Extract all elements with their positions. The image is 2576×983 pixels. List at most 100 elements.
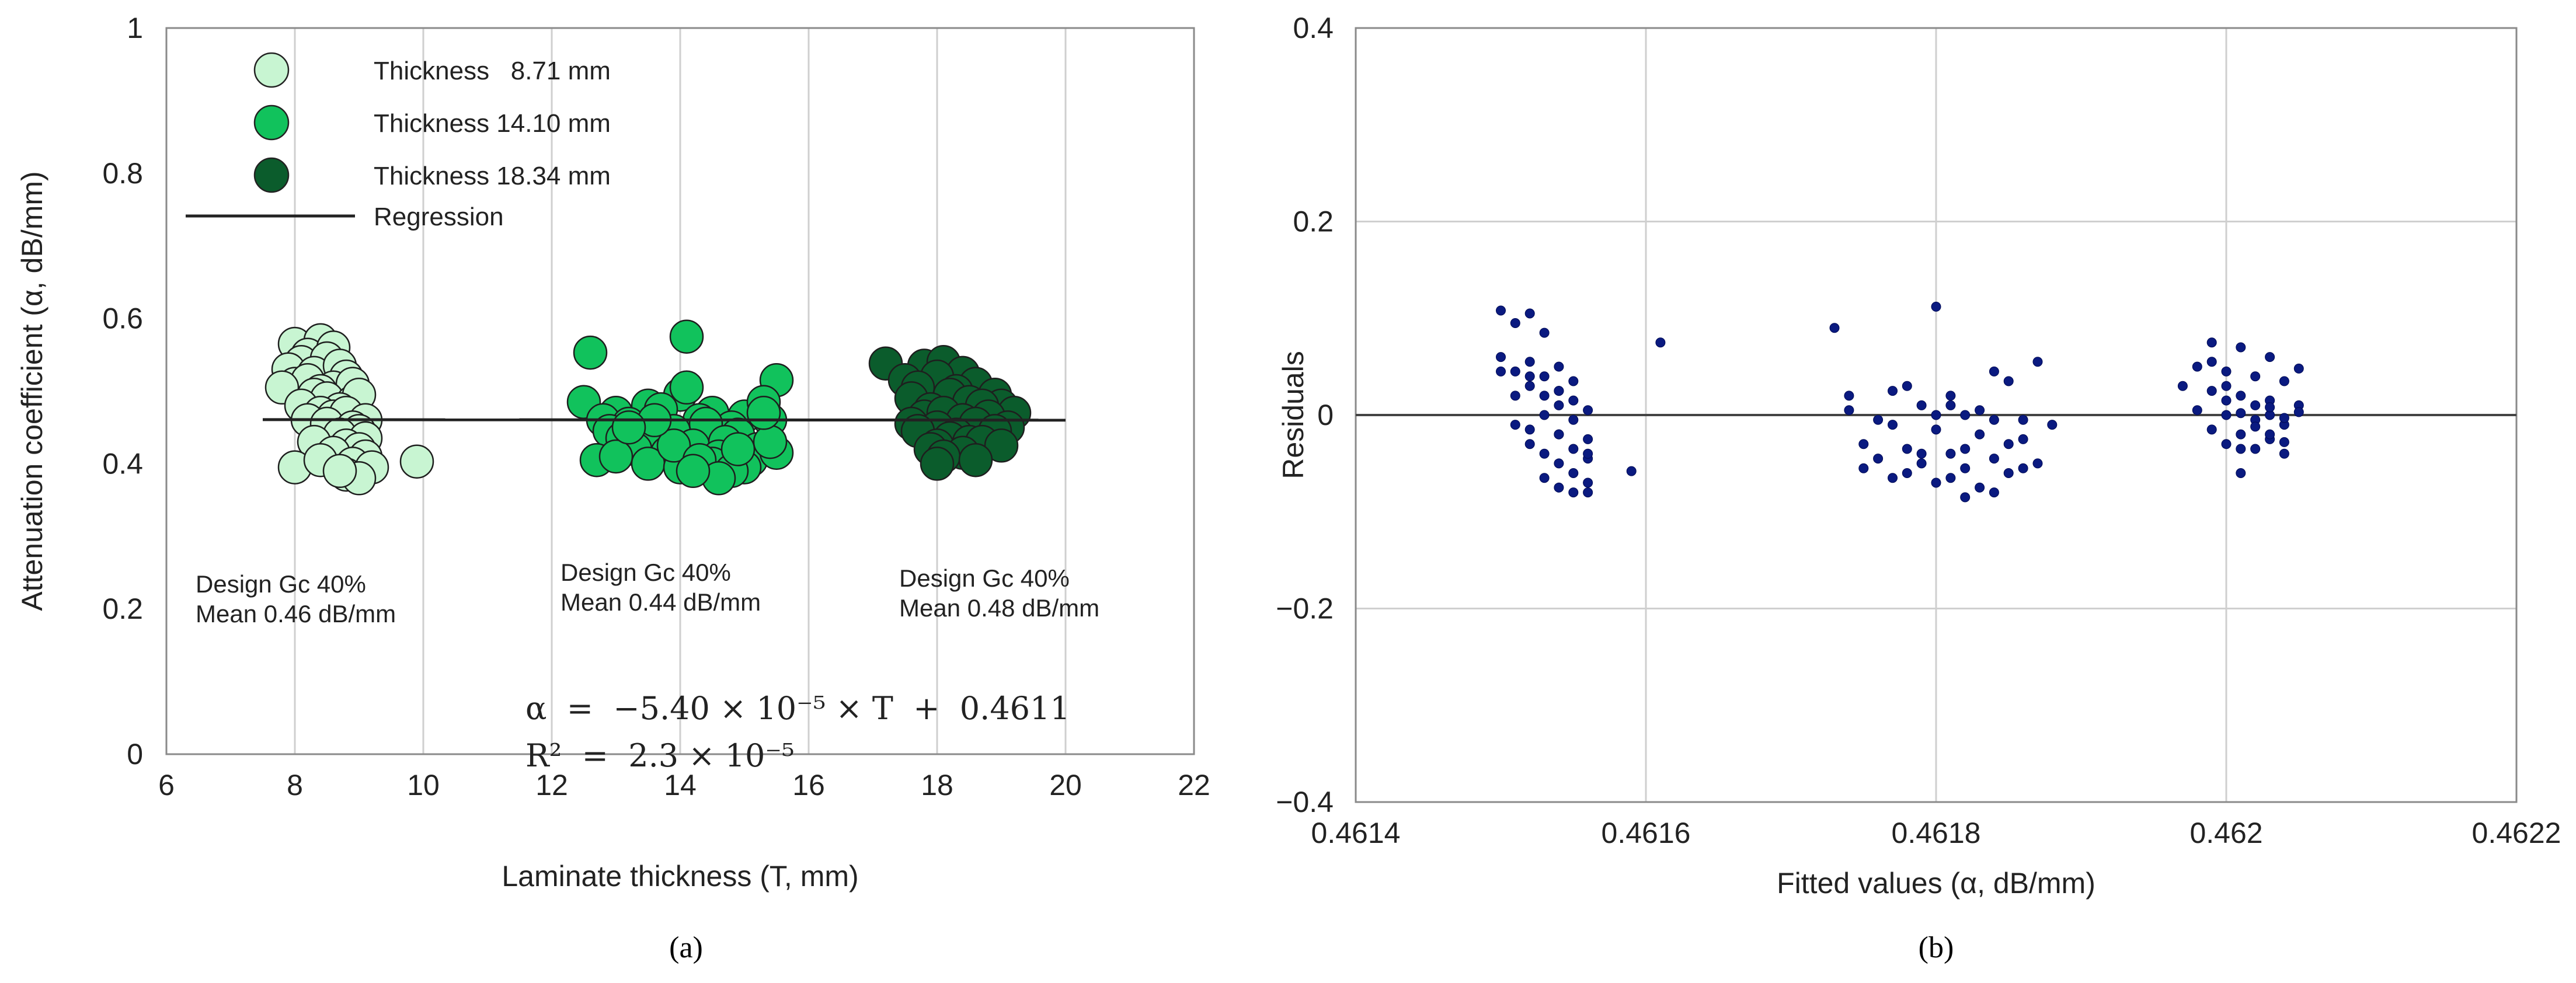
chart-b-point: [1829, 323, 1840, 333]
legend-marker-8-71: [253, 52, 290, 88]
chart-b-point: [1989, 366, 1999, 377]
chart-b-point: [1844, 391, 1854, 401]
group-note-3-design: Design Gc 40%: [899, 564, 1070, 592]
chart-a-point-series-1: [322, 454, 357, 489]
chart-a-point-series-2: [669, 370, 704, 405]
chart-b-point: [1902, 381, 1912, 391]
chart-b-y-tick: 0.2: [1293, 205, 1334, 238]
chart-b-point: [1496, 366, 1506, 377]
chart-b-point: [1583, 477, 1593, 488]
chart-b-point: [2293, 407, 2304, 417]
chart-a-y-tick: 0.8: [102, 157, 143, 190]
chart-b-point: [1916, 400, 1927, 410]
chart-b-point: [2221, 410, 2232, 420]
chart-b-x-tick-labels: 0.4614 0.4616 0.4618 0.462 0.4622: [1311, 817, 2561, 849]
chart-b-point: [2265, 429, 2275, 440]
chart-b-point: [1524, 357, 1535, 367]
chart-b-point: [2236, 342, 2246, 353]
legend-label-18-34: Thickness 18.34 mm: [374, 162, 611, 190]
chart-a-point-series-3: [920, 447, 955, 481]
chart-b: −0.4−0.200.20.4 0.4614 0.4616 0.4618 0.462 0…: [1276, 12, 2561, 900]
chart-a-y-tick: 0.4: [102, 447, 143, 480]
chart-b-x-tick: 0.462: [2189, 817, 2262, 849]
chart-b-point: [1960, 492, 1971, 503]
chart-a-x-tick: 12: [535, 769, 568, 801]
chart-b-point: [2221, 439, 2232, 449]
chart-a-point-series-1: [399, 444, 434, 479]
chart-b-x-tick: 0.4622: [2472, 817, 2561, 849]
chart-a-point-series-2: [611, 410, 646, 445]
chart-b-point: [1888, 473, 1898, 483]
chart-b-point: [2192, 361, 2202, 372]
chart-a-legend: Thickness 8.71 mm Thickness 14.10 mm Thi…: [186, 52, 611, 231]
chart-b-point: [1655, 337, 1666, 348]
chart-b-point: [1524, 308, 1535, 319]
chart-b-point: [1931, 424, 1941, 435]
chart-b-point: [1568, 487, 1579, 498]
legend-label-14-10: Thickness 14.10 mm: [374, 109, 611, 138]
chart-b-point: [1902, 444, 1912, 454]
group-note-3-mean: Mean 0.48 dB/mm: [899, 594, 1099, 622]
chart-b-point: [2003, 376, 2014, 386]
chart-b-y-axis-label: Residuals: [1277, 351, 1310, 479]
chart-b-point: [1568, 376, 1579, 386]
chart-b-point: [2279, 437, 2289, 447]
chart-b-point: [1975, 405, 1985, 416]
chart-a-y-tick: 0: [127, 738, 143, 771]
chart-a-x-tick: 10: [407, 769, 440, 801]
chart-b-point: [2293, 363, 2304, 374]
chart-b-point: [1496, 305, 1506, 316]
chart-b-point: [2250, 371, 2261, 382]
chart-a-x-tick: 22: [1178, 769, 1210, 801]
chart-b-point: [1583, 487, 1593, 498]
chart-b-point: [2221, 366, 2232, 377]
chart-b-y-tick: 0.4: [1293, 12, 1334, 44]
chart-b-point: [1960, 463, 1971, 473]
legend-marker-14-10: [253, 104, 290, 141]
chart-b-point: [1945, 448, 1956, 459]
chart-a-x-tick: 20: [1049, 769, 1082, 801]
chart-b-point: [2032, 357, 2043, 367]
chart-b-x-tick: 0.4616: [1602, 817, 1691, 849]
chart-b-point: [1975, 482, 1985, 493]
chart-a-point-series-2: [669, 319, 704, 354]
chart-b-point: [1989, 454, 1999, 464]
chart-b-point: [2279, 413, 2289, 423]
chart-b-point: [2206, 337, 2217, 348]
chart-b-point: [1583, 448, 1593, 459]
chart-a-point-series-2: [720, 432, 756, 466]
chart-b-point: [2206, 424, 2217, 435]
chart-b-point: [2192, 405, 2202, 416]
chart-a-point-series-3: [958, 442, 993, 477]
chart-b-point: [2018, 434, 2028, 444]
chart-b-point: [1873, 454, 1884, 464]
chart-b-point: [2236, 391, 2246, 401]
chart-b-point: [2206, 357, 2217, 367]
chart-b-point: [2250, 400, 2261, 410]
legend-marker-18-34: [253, 157, 290, 193]
chart-a-x-tick: 14: [664, 769, 697, 801]
chart-b-y-tick: −0.2: [1276, 592, 1334, 625]
group-note-2-design: Design Gc 40%: [561, 559, 731, 586]
chart-b-point: [2177, 381, 2188, 391]
chart-a-y-tick: 0.6: [102, 302, 143, 335]
chart-a-data-points: [264, 319, 1032, 496]
chart-b-y-tick-labels: −0.4 −0.2 0 0.2 0.4: [1276, 12, 1334, 818]
chart-b-x-tick: 0.4614: [1311, 817, 1401, 849]
chart-b-point: [2250, 421, 2261, 432]
chart-b-point: [1626, 466, 1637, 476]
chart-b-data-points: [1496, 301, 2304, 503]
chart-b-point: [1916, 448, 1927, 459]
chart-b-point: [1583, 434, 1593, 444]
chart-b-point: [2047, 420, 2058, 430]
chart-b-point: [1524, 381, 1535, 391]
chart-a-x-axis-label: Laminate thickness (T, mm): [502, 860, 858, 893]
chart-b-point: [2018, 463, 2028, 473]
chart-b-point: [2003, 468, 2014, 478]
chart-b-point: [1916, 458, 1927, 469]
chart-b-x-axis-label: Fitted values (α, dB/mm): [1777, 867, 2095, 900]
chart-b-point: [1989, 487, 1999, 498]
group-note-1-design: Design Gc 40%: [196, 570, 366, 598]
chart-b-point: [1960, 444, 1971, 454]
chart-a-y-axis-label: Attenuation coefficient (α, dB/mm): [16, 171, 48, 611]
